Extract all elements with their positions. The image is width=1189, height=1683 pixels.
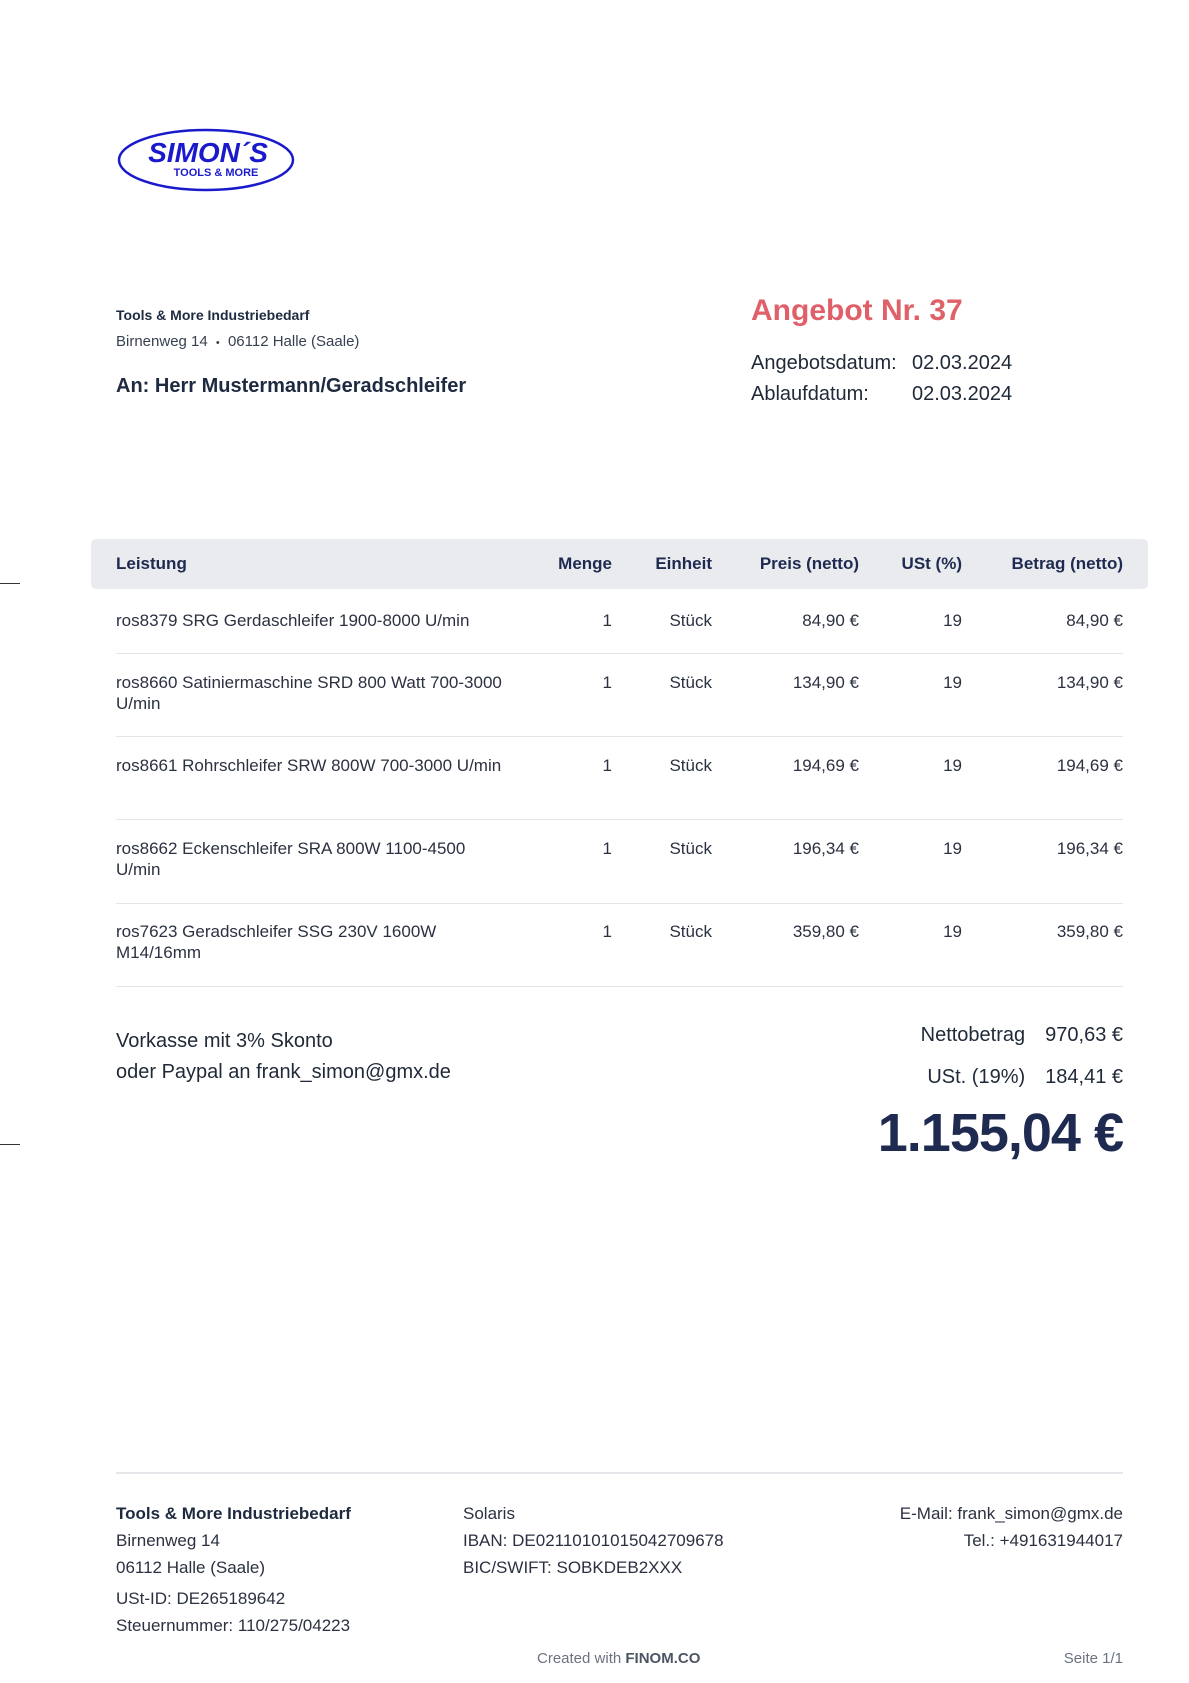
- cell-vat: 19: [943, 756, 962, 775]
- cell-unit: Stück: [669, 673, 712, 692]
- payment-line-1: Vorkasse mit 3% Skonto: [116, 1030, 333, 1052]
- cell-price: 84,90 €: [802, 611, 859, 630]
- footer-company-name: Tools & More Industriebedarf: [116, 1504, 351, 1523]
- footer-iban: IBAN: DE02110101015042709678: [463, 1531, 724, 1550]
- header-amount: Betrag (netto): [1011, 554, 1123, 573]
- table-row: ros8660 Satiniermaschine SRD 800 Watt 70…: [116, 672, 1123, 737]
- cell-qty: 1: [602, 839, 612, 858]
- cell-amount: 84,90 €: [1066, 611, 1123, 630]
- table-row: ros8661 Rohrschleifer SRW 800W 700-3000 …: [116, 755, 1123, 820]
- cell-unit: Stück: [669, 611, 712, 630]
- sender-name: Tools & More Industriebedarf: [116, 307, 310, 323]
- cell-price: 134,90 €: [792, 673, 859, 692]
- recipient: An: Herr Mustermann/Geradschleifer: [116, 375, 467, 397]
- footer-bank-name: Solaris: [463, 1504, 515, 1523]
- footer-divider: [116, 1472, 1123, 1474]
- cell-service: ros8662 Eckenschleifer SRA 800W 1100-450…: [116, 839, 466, 879]
- footer-bic: BIC/SWIFT: SOBKDEB2XXX: [463, 1558, 683, 1577]
- footer-phone: Tel.: +491631944017: [963, 1531, 1123, 1550]
- cell-amount: 359,80 €: [1056, 922, 1123, 941]
- offer-title: Angebot Nr. 37: [751, 294, 963, 327]
- header-unit: Einheit: [655, 554, 712, 573]
- table-header: Leistung Menge Einheit Preis (netto) USt…: [91, 539, 1148, 589]
- cell-service: ros7623 Geradschleifer SSG 230V 1600W M1…: [116, 922, 437, 962]
- logo-text-sub: TOOLS & MORE: [174, 167, 259, 179]
- offer-date-value: 02.03.2024: [912, 352, 1013, 374]
- vat-value: 184,41 €: [1045, 1066, 1123, 1088]
- cell-qty: 1: [602, 673, 612, 692]
- footer-email: E-Mail: frank_simon@gmx.de: [899, 1504, 1123, 1523]
- footer-contact: E-Mail: frank_simon@gmx.de Tel.: +491631…: [900, 1500, 1123, 1554]
- net-value: 970,63 €: [1045, 1024, 1123, 1046]
- cell-price: 359,80 €: [792, 922, 859, 941]
- net-label: Nettobetrag: [920, 1024, 1026, 1046]
- cell-vat: 19: [943, 922, 962, 941]
- table-row: ros8379 SRG Gerdaschleifer 1900-8000 U/m…: [116, 610, 1123, 654]
- credit-brand[interactable]: FINOM.CO: [625, 1650, 701, 1667]
- created-with: Created with FINOM.CO: [537, 1650, 700, 1667]
- cell-amount: 134,90 €: [1056, 673, 1123, 692]
- table-row: ros7623 Geradschleifer SSG 230V 1600W M1…: [116, 921, 1123, 987]
- payment-terms: Vorkasse mit 3% Skonto oder Paypal an fr…: [116, 1026, 451, 1088]
- offer-date-label: Angebotsdatum:: [751, 352, 897, 374]
- expiry-date-value: 02.03.2024: [912, 383, 1013, 405]
- company-logo: SIMON´S TOOLS & MORE: [116, 124, 296, 196]
- offer-dates: Angebotsdatum: 02.03.2024 Ablaufdatum: 02.…: [751, 348, 1012, 410]
- footer-bank: Solaris IBAN: DE02110101015042709678 BIC…: [463, 1500, 724, 1581]
- cell-service: ros8660 Satiniermaschine SRD 800 Watt 70…: [116, 673, 502, 713]
- footer-tax-number: Steuernummer: 110/275/04223: [116, 1616, 351, 1635]
- page-number: Seite 1/1: [1063, 1650, 1123, 1667]
- cell-vat: 19: [943, 673, 962, 692]
- cell-qty: 1: [602, 611, 612, 630]
- cell-vat: 19: [943, 611, 962, 630]
- net-total: Nettobetrag 970,63 €: [921, 1024, 1123, 1047]
- footer-street: Birnenweg 14: [116, 1531, 220, 1550]
- expiry-date-label: Ablaufdatum:: [751, 383, 869, 405]
- fold-mark: [0, 1144, 20, 1145]
- vat-label: USt. (19%): [927, 1066, 1026, 1088]
- credit-prefix: Created with: [537, 1650, 622, 1667]
- header-price: Preis (netto): [759, 554, 859, 573]
- table-row: ros8662 Eckenschleifer SRA 800W 1100-450…: [116, 838, 1123, 904]
- cell-unit: Stück: [669, 839, 712, 858]
- cell-qty: 1: [602, 756, 612, 775]
- cell-price: 196,34 €: [792, 839, 859, 858]
- footer-vat-id: USt-ID: DE265189642: [116, 1589, 286, 1608]
- cell-service: ros8379 SRG Gerdaschleifer 1900-8000 U/m…: [116, 611, 470, 630]
- header-vat: USt (%): [901, 554, 962, 573]
- grand-total: 1.155,04 €: [877, 1103, 1124, 1163]
- cell-qty: 1: [602, 922, 612, 941]
- footer-city: 06112 Halle (Saale): [116, 1558, 265, 1577]
- sender-street: Birnenweg 14: [116, 333, 208, 350]
- cell-service: ros8661 Rohrschleifer SRW 800W 700-3000 …: [116, 756, 502, 775]
- cell-amount: 194,69 €: [1056, 756, 1123, 775]
- footer-company: Tools & More Industriebedarf Birnenweg 1…: [116, 1500, 351, 1639]
- cell-price: 194,69 €: [792, 756, 859, 775]
- vat-total: USt. (19%) 184,41 €: [927, 1066, 1123, 1089]
- cell-unit: Stück: [669, 922, 712, 941]
- fold-mark: [0, 583, 20, 584]
- header-qty: Menge: [558, 554, 612, 573]
- logo-text-main: SIMON´S: [148, 137, 268, 168]
- cell-vat: 19: [943, 839, 962, 858]
- sender-address: Birnenweg 14 • 06112 Halle (Saale): [116, 333, 359, 350]
- cell-amount: 196,34 €: [1056, 839, 1123, 858]
- address-separator: •: [215, 337, 220, 349]
- cell-unit: Stück: [669, 756, 712, 775]
- sender-city: 06112 Halle (Saale): [227, 333, 360, 350]
- payment-line-2: oder Paypal an frank_simon@gmx.de: [116, 1061, 451, 1083]
- header-service: Leistung: [116, 554, 187, 573]
